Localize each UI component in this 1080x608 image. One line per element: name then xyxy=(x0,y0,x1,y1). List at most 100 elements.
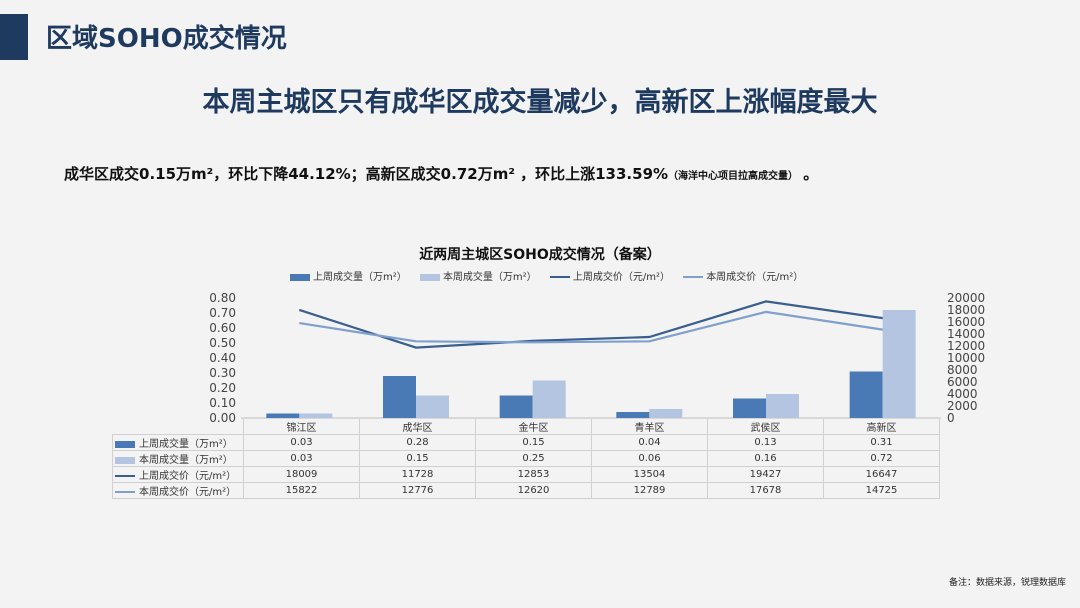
bar xyxy=(532,380,566,418)
chart-title: 近两周主城区SOHO成交情况（备案） xyxy=(419,247,661,263)
y-left-tick-label: 0.80 xyxy=(209,291,236,305)
row-label: 本周成交价（元/m²） xyxy=(112,482,244,499)
summary-note: （海洋中心项目拉高成交量） xyxy=(668,171,799,182)
category-label: 锦江区 xyxy=(243,419,360,435)
data-label: 15822 xyxy=(243,482,360,499)
y-right-tick-label: 0 xyxy=(947,411,955,425)
bar xyxy=(882,310,916,418)
data-label: 19427 xyxy=(707,466,824,483)
data-label: 0.31 xyxy=(823,434,940,451)
row-swatch xyxy=(115,475,135,477)
bar xyxy=(616,412,650,418)
data-label: 12789 xyxy=(591,482,708,499)
source-note: 备注：数据来源，锐理数据库 xyxy=(948,578,1066,588)
summary-text: 成华区成交0.15万m²，环比下降44.12%；高新区成交0.72万m² ，环比… xyxy=(64,163,818,184)
category-label: 武侯区 xyxy=(707,419,824,435)
series-line xyxy=(299,310,883,344)
legend-item-last-week-volume: 上周成交量（万m²） xyxy=(290,268,407,283)
row-label: 上周成交量（万m²） xyxy=(112,434,244,451)
y-left-tick-label: 0.30 xyxy=(209,366,236,380)
data-label: 0.15 xyxy=(475,434,592,451)
legend-label: 本周成交量（万m²） xyxy=(442,272,537,283)
summary-end: 。 xyxy=(798,165,819,183)
data-label: 0.72 xyxy=(823,450,940,467)
data-table-row: 上周成交价（元/m²） 18009 11728 12853 13504 1942… xyxy=(112,466,940,483)
legend-swatch xyxy=(549,276,570,278)
y-left-tick-label: 0.40 xyxy=(209,351,236,365)
data-label: 13504 xyxy=(591,466,708,483)
data-label: 14725 xyxy=(823,482,940,499)
y-right-tick-label: 12000 xyxy=(947,339,985,353)
bar xyxy=(416,395,449,418)
y-left-tick-label: 0.20 xyxy=(209,381,236,395)
data-label: 0.13 xyxy=(707,434,824,451)
legend-label: 上周成交量（万m²） xyxy=(313,272,407,283)
chart-legend: 上周成交量（万m²） 本周成交量（万m²） 上周成交价（元/m²） 本周成交价（… xyxy=(290,268,813,283)
y-left-tick-label: 0.10 xyxy=(209,396,236,410)
y-right-tick-label: 16000 xyxy=(947,315,985,329)
category-label: 高新区 xyxy=(823,419,940,435)
data-table: 锦江区 成华区 金牛区 青羊区 武侯区 高新区 上周成交量（万m²） 0.03 … xyxy=(112,419,940,499)
bar xyxy=(266,413,300,418)
category-label: 金牛区 xyxy=(475,419,592,435)
y-right-tick-label: 10000 xyxy=(947,351,985,365)
bar xyxy=(383,376,416,418)
legend-swatch xyxy=(419,273,440,281)
data-label: 0.16 xyxy=(707,450,824,467)
bar xyxy=(499,395,533,418)
y-right-tick-label: 2000 xyxy=(947,399,978,413)
legend-item-this-week-volume: 本周成交量（万m²） xyxy=(419,268,537,283)
y-right-tick-label: 8000 xyxy=(947,363,978,377)
row-label-text: 上周成交量（万m²） xyxy=(139,439,233,450)
bar xyxy=(849,371,883,418)
legend-label: 本周成交价（元/m²） xyxy=(706,272,804,283)
row-swatch xyxy=(115,440,135,448)
data-table-row: 上周成交量（万m²） 0.03 0.28 0.15 0.04 0.13 0.31 xyxy=(112,434,940,451)
legend-swatch xyxy=(290,273,310,281)
y-left-tick-label: 0.60 xyxy=(209,321,236,335)
data-label: 0.28 xyxy=(359,434,476,451)
row-label: 本周成交量（万m²） xyxy=(112,450,244,467)
data-label: 0.06 xyxy=(591,450,708,467)
legend-item-this-week-price: 本周成交价（元/m²） xyxy=(683,268,803,283)
page-title: 区域SOHO成交情况 xyxy=(46,24,287,54)
data-table-row: 本周成交量（万m²） 0.03 0.15 0.25 0.06 0.16 0.72 xyxy=(112,450,940,467)
y-right-tick-label: 20000 xyxy=(947,291,985,305)
data-label: 12853 xyxy=(475,466,592,483)
y-right-tick-label: 18000 xyxy=(947,303,985,317)
headline: 本周主城区只有成华区成交量减少，高新区上涨幅度最大 xyxy=(202,87,878,118)
series-line xyxy=(298,300,883,349)
data-label: 18009 xyxy=(243,466,360,483)
y-right-tick-label: 4000 xyxy=(947,387,978,401)
row-label: 上周成交价（元/m²） xyxy=(112,466,244,483)
row-label-text: 本周成交价（元/m²） xyxy=(139,487,237,498)
row-swatch xyxy=(115,491,135,493)
category-label: 成华区 xyxy=(359,419,476,435)
legend-label: 上周成交价（元/m²） xyxy=(572,272,670,283)
y-right-tick-label: 14000 xyxy=(947,327,985,341)
y-left-tick-label: 0.00 xyxy=(209,411,236,425)
data-label: 0.03 xyxy=(243,434,360,451)
data-table-corner xyxy=(113,419,244,435)
bar xyxy=(766,394,799,418)
y-left-tick-label: 0.50 xyxy=(209,336,236,350)
data-label: 12620 xyxy=(475,482,592,499)
data-label: 11728 xyxy=(359,466,476,483)
row-label-text: 本周成交量（万m²） xyxy=(139,455,233,466)
data-table-row: 本周成交价（元/m²） 15822 12776 12620 12789 1767… xyxy=(112,482,940,499)
data-table-header-row: 锦江区 成华区 金牛区 青羊区 武侯区 高新区 xyxy=(113,419,940,435)
row-label-text: 上周成交价（元/m²） xyxy=(139,471,237,482)
y-left-tick-label: 0.70 xyxy=(209,306,236,320)
data-label: 12776 xyxy=(359,482,476,499)
legend-item-last-week-price: 上周成交价（元/m²） xyxy=(549,268,670,283)
data-label: 0.25 xyxy=(475,450,592,467)
bar xyxy=(733,398,766,418)
bar xyxy=(649,409,683,418)
title-accent-bar xyxy=(0,14,28,60)
data-label: 0.15 xyxy=(359,450,476,467)
bar xyxy=(299,413,333,418)
category-label: 青羊区 xyxy=(591,419,708,435)
data-label: 0.04 xyxy=(591,434,708,451)
y-right-tick-label: 6000 xyxy=(947,375,978,389)
